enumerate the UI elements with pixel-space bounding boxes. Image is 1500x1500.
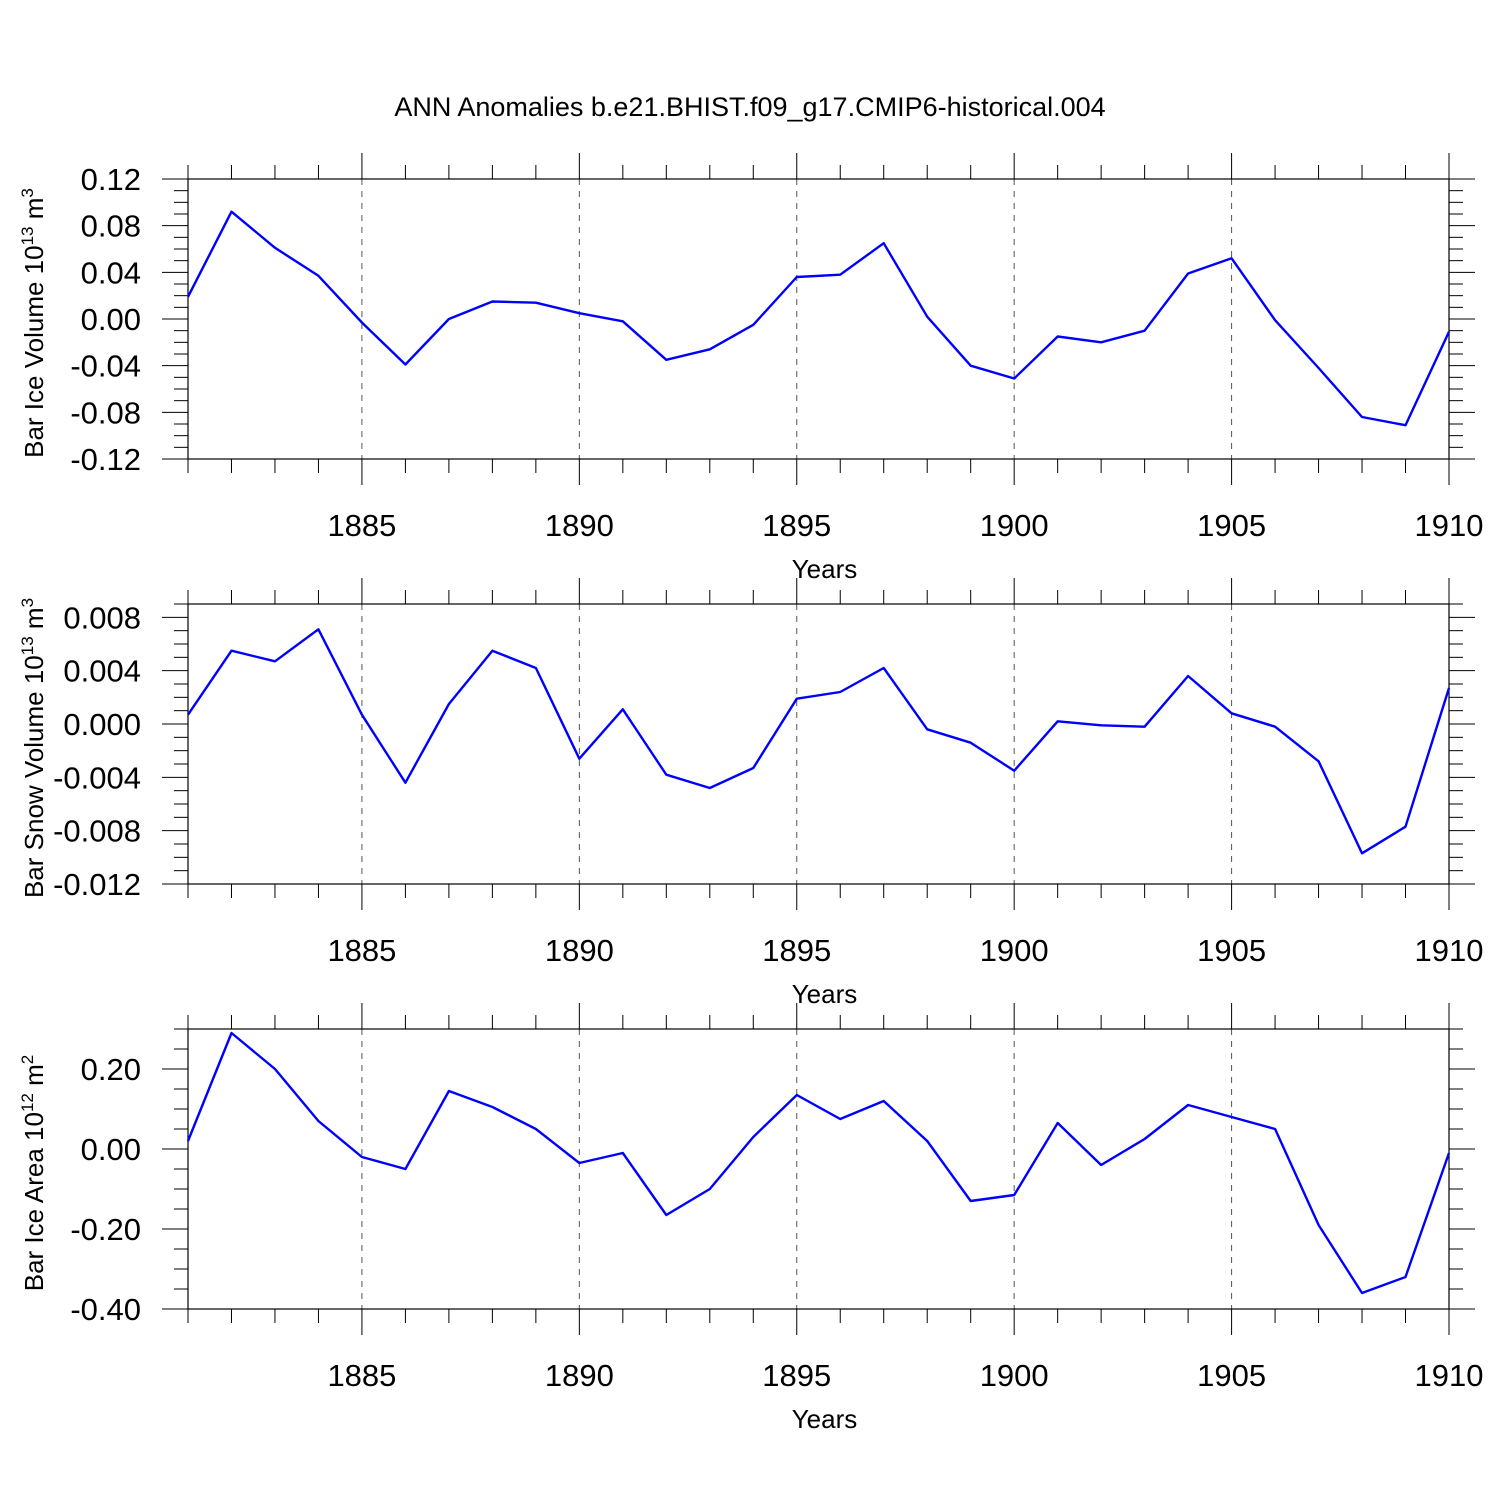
y-axis-label-unit-exponent: 3 [18,188,37,197]
panel-1: -0.12 -0.08 -0.04 0.00 0.04 0.08 0.12 1885 1890 1… [18,153,1483,584]
y-axis-label-unit-exponent: 3 [18,598,37,607]
y-axis-label-exponent: 13 [18,226,37,245]
panels: -0.12 -0.08 -0.04 0.00 0.04 0.08 0.12 1885 1890 1… [18,153,1483,1434]
y-tick-label: -0.08 [70,395,141,430]
x-tick-label: 1905 [1197,933,1266,968]
figure-title: ANN Anomalies b.e21.BHIST.f09_g17.CMIP6-… [394,92,1105,122]
y-tick-label: -0.12 [70,442,141,477]
x-axis-label: Years [792,979,858,1009]
y-axis-label-base: Bar Ice Area 10 [19,1112,49,1291]
panel-3: -0.40 -0.20 0.00 0.20 1885 1890 1895 1900 1905 19… [18,1003,1483,1434]
y-axis-label-base: Bar Snow Volume 10 [19,655,49,898]
plot-frame [187,603,1450,885]
y-tick-label: -0.008 [53,814,141,849]
y-tick-label: 0.00 [81,302,141,337]
y-axis-label-unit: m [19,607,49,636]
y-axis-label-base: Bar Ice Volume 10 [19,245,49,457]
y-axis-label: Bar Ice Volume 1013 m3 [18,188,49,458]
y-tick-label: 0.000 [63,707,141,742]
y-tick-label: 0.04 [81,255,141,290]
x-tick-label: 1890 [545,1358,614,1393]
y-tick-label: 0.004 [63,654,141,689]
x-tick-label: 1900 [980,1358,1049,1393]
y-tick-label: -0.40 [70,1292,141,1327]
y-tick-label: -0.04 [70,349,141,384]
x-tick-label: 1885 [327,933,396,968]
x-axis-label: Years [792,1404,858,1434]
x-tick-label: 1905 [1197,1358,1266,1393]
plot-frame [187,1028,1450,1310]
y-tick-label: -0.012 [53,867,141,902]
x-tick-label: 1910 [1415,933,1484,968]
series-line [186,210,1451,427]
y-tick-label: 0.20 [81,1052,141,1087]
x-tick-label: 1895 [762,933,831,968]
y-axis-label-unit: m [19,198,49,227]
series-line [187,628,1451,855]
y-axis-label: Bar Ice Area 1012 m2 [18,1055,49,1292]
panel-2: -0.012 -0.008 -0.004 0.000 0.004 0.008 1885 189… [18,578,1483,1009]
y-axis-label-exponent: 13 [18,636,37,655]
x-tick-label: 1890 [545,933,614,968]
x-tick-label: 1905 [1197,508,1266,543]
x-tick-label: 1900 [980,508,1049,543]
y-tick-label: -0.20 [70,1212,141,1247]
x-tick-label: 1885 [327,1358,396,1393]
x-tick-label: 1895 [762,1358,831,1393]
y-tick-label: 0.008 [63,600,141,635]
y-axis-label-exponent: 12 [18,1093,37,1112]
y-tick-label: -0.004 [53,760,141,795]
x-tick-label: 1910 [1415,508,1484,543]
y-tick-label: 0.00 [81,1132,141,1167]
y-axis-label-unit: m [19,1064,49,1093]
series-line [186,1031,1451,1295]
x-tick-label: 1885 [327,508,396,543]
x-tick-label: 1900 [980,933,1049,968]
plot-frame [187,178,1450,460]
x-tick-label: 1890 [545,508,614,543]
y-axis-label-unit-exponent: 2 [18,1055,37,1064]
x-tick-label: 1910 [1415,1358,1484,1393]
y-tick-label: 0.08 [81,209,141,244]
x-axis-label: Years [792,554,858,584]
y-tick-label: 0.12 [81,162,141,197]
x-tick-label: 1895 [762,508,831,543]
y-axis-label: Bar Snow Volume 1013 m3 [18,598,49,898]
